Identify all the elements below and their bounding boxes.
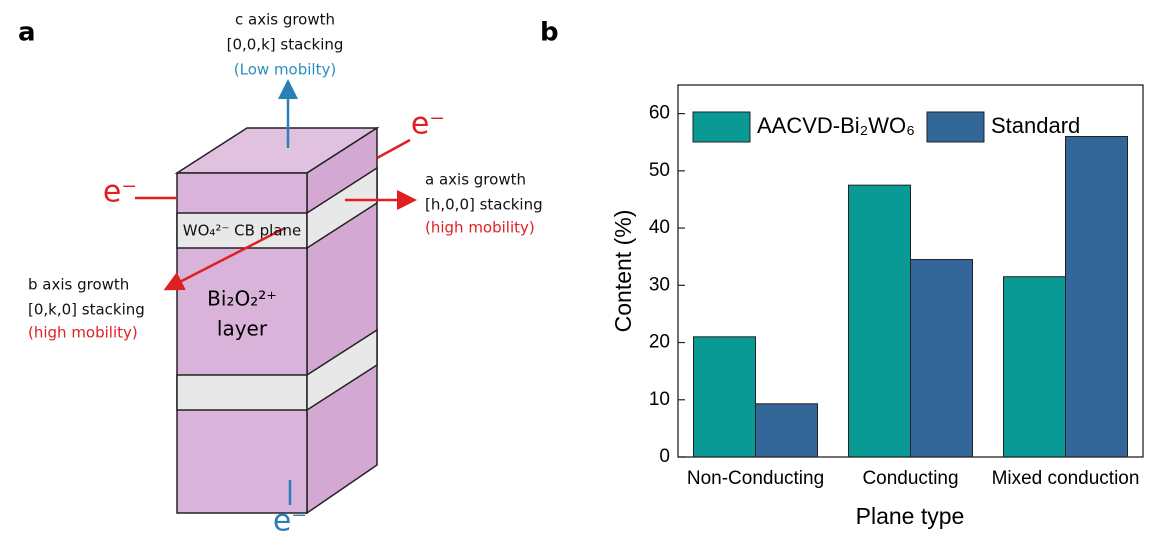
bar — [911, 260, 973, 457]
bar — [694, 337, 756, 457]
x-tick-label: Non-Conducting — [687, 468, 824, 489]
y-tick-label: 0 — [659, 446, 670, 467]
y-tick-label: 50 — [649, 160, 670, 181]
panel-label: b — [540, 18, 559, 48]
layer-label: Bi₂O₂²⁺ — [207, 287, 277, 311]
axis-text: [h,0,0] stacking — [425, 196, 543, 214]
electron-line — [377, 140, 410, 158]
bar — [1004, 277, 1066, 457]
diagram: a c axis growth [0,0,k] stacking (Low mo… — [18, 11, 543, 533]
y-tick-label: 40 — [649, 217, 670, 238]
electron: e⁻ — [103, 175, 137, 210]
x-tick-label: Conducting — [862, 468, 958, 489]
bar — [1066, 137, 1128, 457]
axis-text: (Low mobilty) — [234, 61, 336, 79]
y-axis-title: Content (%) — [610, 210, 636, 333]
layer-band — [177, 375, 307, 410]
y-tick-label: 20 — [649, 332, 670, 353]
axis-text: a axis growth — [425, 171, 526, 189]
axis-text: (high mobility) — [28, 324, 138, 342]
plane-label: WO₄²⁻ CB plane — [183, 222, 302, 240]
legend-label: Standard — [991, 113, 1080, 138]
legend-swatch — [927, 112, 984, 142]
axis-text: b axis growth — [28, 276, 129, 294]
axis-text: [0,k,0] stacking — [28, 301, 145, 319]
electron: e⁻ — [273, 504, 307, 533]
bar — [756, 404, 818, 457]
layer-label: layer — [217, 317, 268, 341]
axis-text: [0,0,k] stacking — [227, 36, 344, 54]
electron: e⁻ — [411, 107, 445, 142]
axis-text: c axis growth — [235, 11, 335, 29]
x-tick-label: Mixed conduction — [992, 468, 1140, 489]
legend-label: AACVD-Bi₂WO₆ — [757, 113, 915, 138]
x-axis-title: Plane type — [856, 503, 965, 529]
y-tick-label: 30 — [649, 274, 670, 295]
y-tick-label: 60 — [649, 103, 670, 124]
y-tick-label: 10 — [649, 389, 670, 410]
chart: b Plane type Content (%) 0 10 20 30 40 50 60 No… — [540, 18, 1143, 530]
bar — [849, 185, 911, 457]
axis-text: (high mobility) — [425, 219, 535, 237]
legend-swatch — [693, 112, 750, 142]
figure: a c axis growth [0,0,k] stacking (Low mo… — [0, 0, 1151, 533]
panel-label: a — [18, 18, 36, 48]
page: {"panel_a": {"label": "a", "c_axis": ["c… — [0, 0, 1151, 533]
